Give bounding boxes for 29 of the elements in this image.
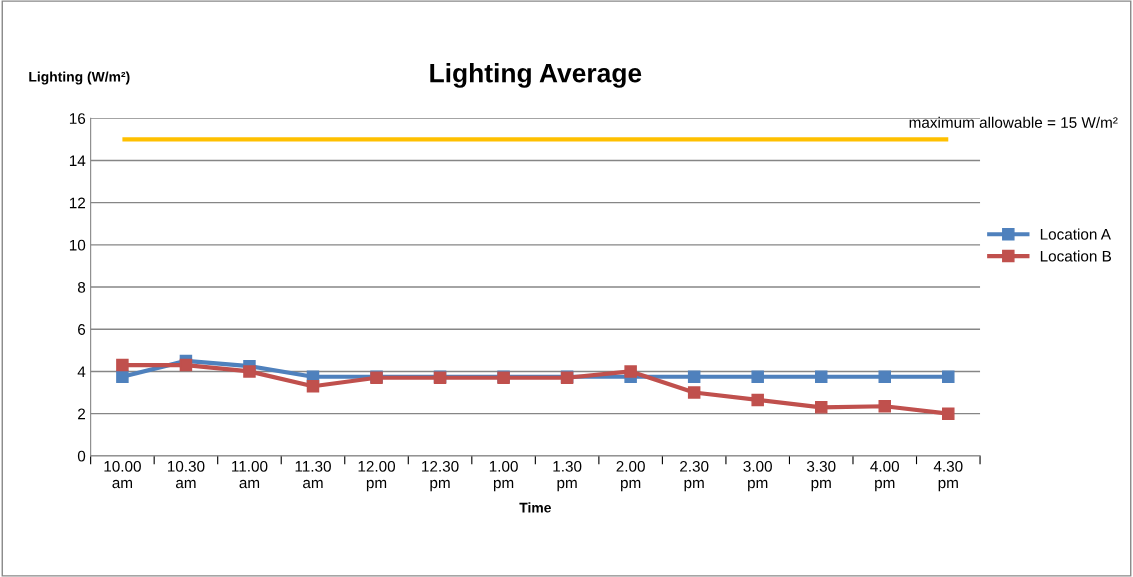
legend-label: Location A: [1040, 228, 1111, 240]
x-tick-label: 4.30 pm: [933, 460, 963, 492]
y-tick-label: 12: [69, 197, 86, 209]
y-tick-label: 8: [77, 281, 86, 293]
x-tick-label: 10.00 am: [104, 460, 141, 489]
x-tick-label: 4.00 pm: [870, 460, 900, 492]
y-tick-label: 4: [77, 366, 86, 377]
legend-label: Location B: [1040, 250, 1112, 262]
y-tick-label: 14: [69, 155, 86, 167]
x-tick-label: 2.30 pm: [680, 460, 709, 492]
x-tick-label: 12.00 pm: [358, 460, 396, 492]
x-tick-label: 12.30 pm: [422, 460, 459, 492]
x-tick-label: 1.00 pm: [489, 460, 518, 492]
y-tick-label: 2: [78, 408, 86, 420]
x-tick-label: 2.00 pm: [616, 460, 645, 492]
y-tick-label: 0: [77, 450, 86, 462]
y-tick-label: 16: [69, 113, 86, 124]
chart-title: Lighting Average: [430, 63, 642, 88]
x-tick-label: 11.00 am: [232, 460, 268, 489]
y-tick-label: 10: [69, 239, 86, 251]
y-tick-label: 6: [78, 324, 86, 335]
x-tick-label: 10.30 am: [167, 460, 205, 489]
x-axis-title: Time: [519, 502, 551, 513]
y-axis-title: Lighting (W/m²): [29, 71, 130, 85]
x-tick-label: 1.30 pm: [553, 460, 582, 492]
x-tick-label: 3.00 pm: [743, 460, 772, 492]
x-tick-label: 11.30 am: [295, 460, 331, 489]
ref-line-label: maximum allowable = 15 W/m²: [909, 116, 1118, 128]
x-tick-label: 3.30 pm: [806, 460, 836, 492]
